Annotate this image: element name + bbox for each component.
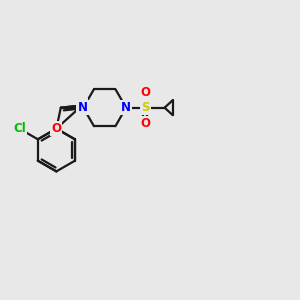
Text: O: O [140,117,150,130]
Text: O: O [140,86,150,99]
Text: Cl: Cl [13,122,26,135]
Text: N: N [78,101,88,114]
Text: O: O [51,122,62,135]
Text: S: S [141,101,150,114]
Text: N: N [121,101,131,114]
Text: N: N [77,99,87,112]
